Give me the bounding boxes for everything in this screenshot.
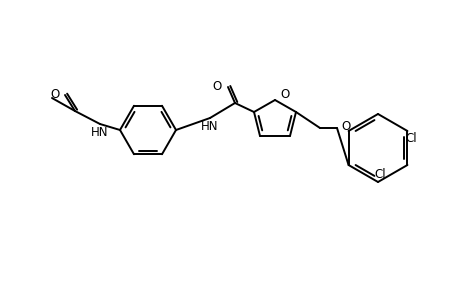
Text: HN: HN — [91, 127, 108, 140]
Text: O: O — [340, 121, 349, 134]
Text: HN: HN — [201, 121, 218, 134]
Text: O: O — [280, 88, 289, 101]
Text: Cl: Cl — [405, 133, 416, 146]
Text: O: O — [212, 80, 222, 94]
Text: O: O — [50, 88, 60, 101]
Text: Cl: Cl — [373, 167, 385, 181]
